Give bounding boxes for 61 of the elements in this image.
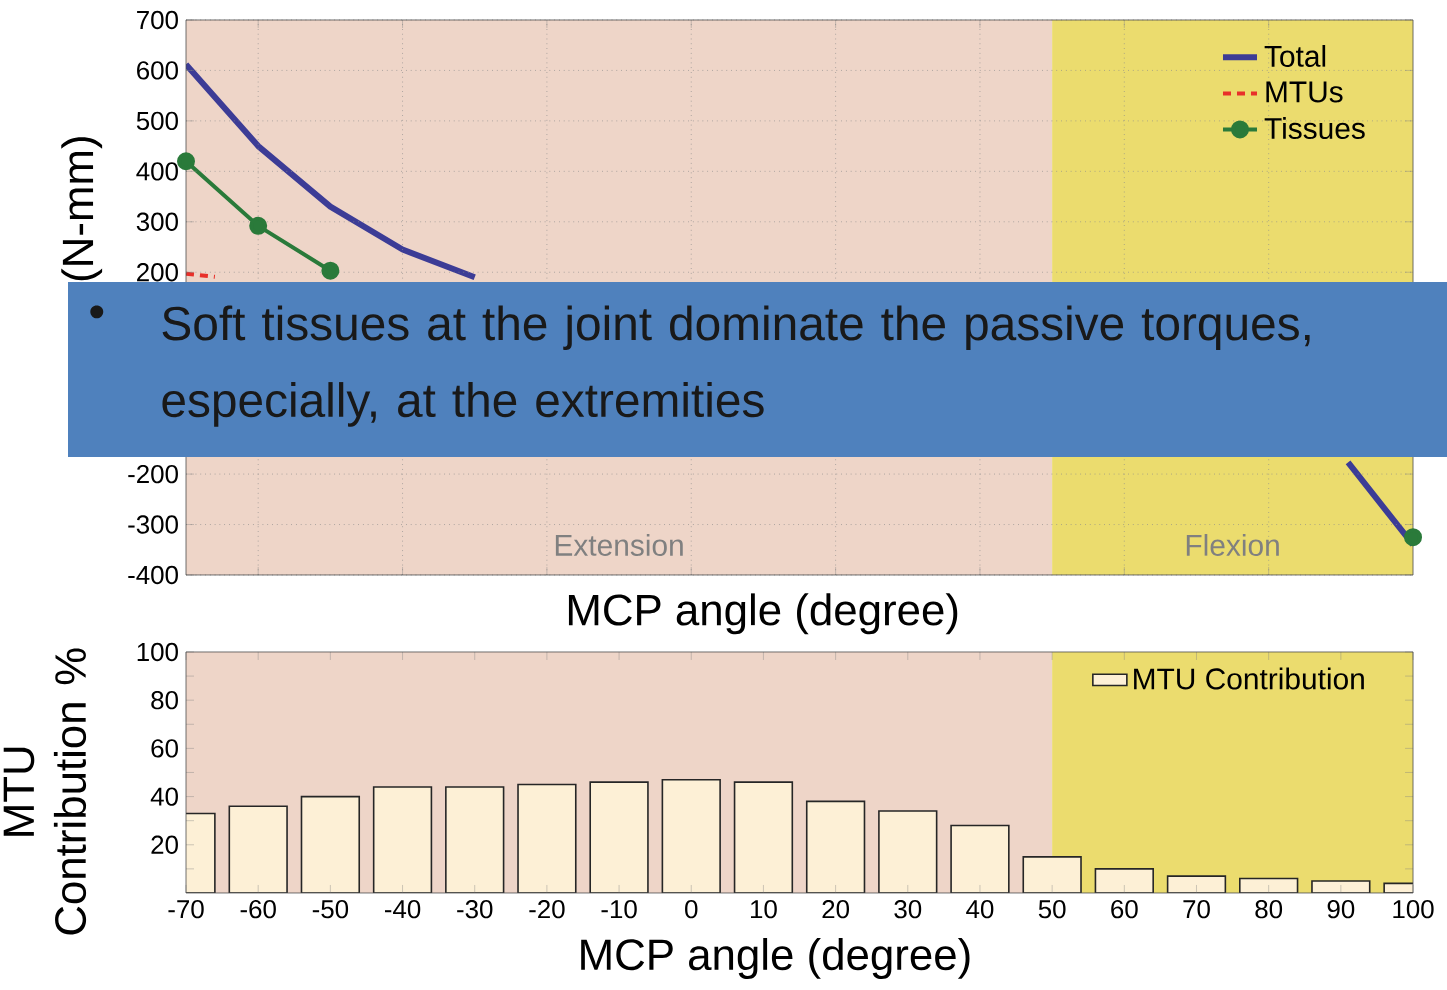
y-tick-label: 700 bbox=[137, 10, 178, 30]
y-axis-title: MTU Contribution % bbox=[3, 648, 87, 935]
x-tick-label: 60 bbox=[1111, 900, 1138, 919]
y-tick-label: 80 bbox=[151, 691, 178, 710]
x-tick-label: 40 bbox=[966, 900, 994, 919]
x-tick-label: 10 bbox=[750, 900, 777, 919]
x-tick-label: 0 bbox=[685, 900, 698, 919]
y-tick-label: 200 bbox=[137, 263, 178, 282]
x-tick-label: -20 bbox=[529, 900, 565, 919]
legend-label: MTU Contribution bbox=[1134, 667, 1364, 690]
x-tick-label: 90 bbox=[1327, 900, 1355, 919]
x-axis-title: MCP angle (degree) bbox=[581, 938, 970, 979]
x-tick-label: -40 bbox=[384, 900, 421, 919]
bar bbox=[805, 800, 866, 893]
bar bbox=[733, 781, 794, 893]
bar bbox=[661, 778, 721, 893]
bar bbox=[878, 810, 938, 893]
legend-label: Total bbox=[1264, 44, 1326, 67]
x-tick-label: -30 bbox=[457, 900, 493, 919]
band-label: Extension bbox=[555, 533, 683, 556]
y-tick-label: 100 bbox=[137, 642, 178, 662]
y-tick-label: 60 bbox=[151, 739, 178, 758]
bar bbox=[372, 786, 433, 893]
x-tick-label: 50 bbox=[1038, 900, 1066, 919]
bar bbox=[950, 824, 1010, 893]
band-label: Flexion bbox=[1186, 533, 1279, 556]
bar bbox=[1022, 856, 1082, 893]
x-tick-label: 80 bbox=[1255, 900, 1283, 919]
bar bbox=[1094, 868, 1154, 893]
x-tick-label: -70 bbox=[168, 900, 204, 919]
y-tick-label: -300 bbox=[128, 515, 178, 534]
x-tick-label: 20 bbox=[822, 900, 850, 919]
bar bbox=[300, 795, 361, 893]
y-tick-label: 20 bbox=[151, 835, 178, 854]
y-tick-label: 300 bbox=[136, 212, 178, 231]
bar bbox=[589, 781, 649, 893]
y-tick-label: 600 bbox=[137, 61, 178, 80]
bar bbox=[1239, 877, 1299, 893]
y-tick-label: -200 bbox=[128, 464, 178, 484]
y-tick-label: 400 bbox=[136, 162, 178, 181]
y-tick-label: 500 bbox=[136, 111, 178, 131]
bar bbox=[228, 805, 288, 893]
legend-label: MTUs bbox=[1266, 81, 1343, 103]
x-tick-label: -60 bbox=[240, 900, 276, 919]
x-axis-title: MCP angle (degree) bbox=[568, 593, 958, 635]
x-tick-label: 30 bbox=[894, 900, 922, 919]
annotation: Soft tissues at the joint dominate the passive torques, especially, at the extremities bbox=[162, 305, 1310, 427]
point bbox=[1404, 528, 1423, 547]
y-axis-title: (N-mm) bbox=[61, 137, 103, 281]
text: • bbox=[90, 305, 104, 319]
x-tick-label: -10 bbox=[601, 900, 637, 919]
y-tick-label: 40 bbox=[150, 787, 178, 806]
bar bbox=[517, 783, 577, 893]
bar bbox=[1311, 880, 1371, 893]
x-tick-label: -50 bbox=[312, 900, 349, 919]
bar bbox=[1166, 875, 1227, 893]
y-tick-label: -400 bbox=[128, 565, 178, 585]
x-tick-label: 70 bbox=[1183, 900, 1210, 919]
legend-label: Tissues bbox=[1264, 117, 1365, 140]
x-tick-label: 100 bbox=[1393, 900, 1434, 919]
bar bbox=[445, 786, 505, 893]
